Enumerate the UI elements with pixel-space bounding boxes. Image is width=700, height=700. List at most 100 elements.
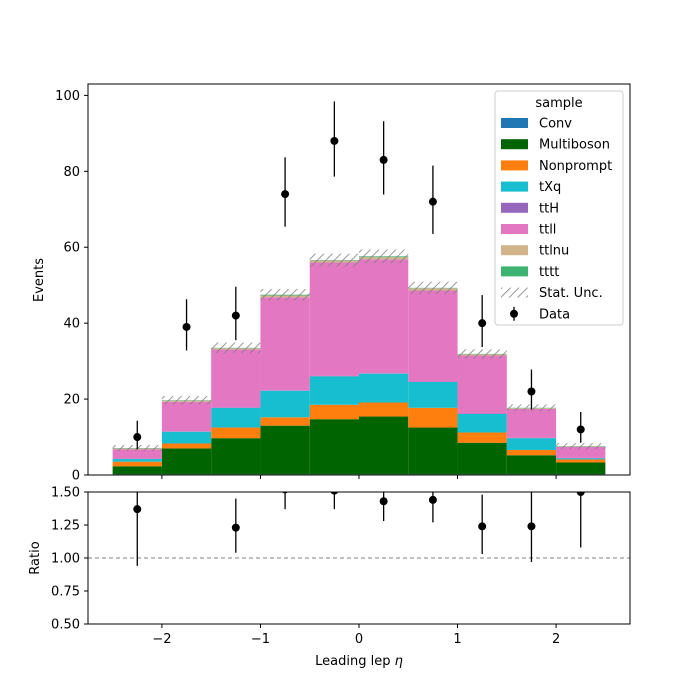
- ratio-xtick-label-0: −2: [152, 632, 171, 647]
- bar-txq-6: [408, 381, 458, 408]
- bar-ttll-8: [506, 408, 557, 438]
- ratio-points: [133, 492, 585, 566]
- bar-nonprompt-9: [556, 459, 606, 463]
- bar-multiboson-2: [211, 438, 261, 475]
- bar-multiboson-8: [506, 455, 557, 475]
- bar-ttll-7: [457, 355, 507, 414]
- main-ytick-label-1: 20: [63, 393, 80, 408]
- stat-unc-band-2: [211, 342, 261, 354]
- legend-label-tttt: tttt: [539, 265, 559, 280]
- bar-multiboson-0: [112, 466, 162, 475]
- ratio-xtick-label-1: −1: [251, 632, 270, 647]
- bar-txq-1: [161, 431, 212, 444]
- legend-label-stat-unc: Stat. Unc.: [539, 286, 603, 301]
- ratio-y-axis-label: Ratio: [28, 541, 43, 574]
- legend-swatch-tth: [501, 202, 528, 213]
- bar-multiboson-4: [309, 419, 359, 475]
- bar-txq-0: [112, 459, 162, 462]
- data-point-2: [231, 311, 240, 320]
- bar-nonprompt-5: [359, 402, 409, 417]
- legend-label-nonprompt: Nonprompt: [539, 159, 612, 174]
- bar-txq-8: [506, 438, 557, 450]
- data-point-4: [330, 136, 339, 145]
- legend-swatch-tttt: [501, 266, 528, 277]
- bar-ttll-4: [309, 262, 359, 376]
- legend-label-data: Data: [539, 307, 570, 322]
- bar-nonprompt-4: [309, 404, 359, 420]
- stat-unc-band-9: [556, 443, 606, 450]
- legend-swatch-nonprompt: [501, 160, 528, 171]
- ratio-ytick-label-0: 0.50: [51, 618, 80, 633]
- main-ytick-label-3: 60: [63, 241, 80, 256]
- ratio-point-0: [133, 505, 142, 514]
- ratio-xtick-label-3: 1: [453, 632, 461, 647]
- x-axis-label-symbol: η: [395, 654, 403, 669]
- bar-multiboson-5: [359, 416, 409, 475]
- ratio-plot-frame: [87, 491, 631, 625]
- legend-label-conv: Conv: [539, 117, 572, 132]
- bar-ttll-6: [408, 290, 458, 382]
- bar-ttll-9: [556, 446, 606, 458]
- x-axis-label: Leading lep η: [315, 654, 403, 669]
- bar-txq-2: [211, 407, 261, 428]
- ratio-xtick-label-2: 0: [355, 632, 363, 647]
- ratio-point-4: [330, 492, 339, 495]
- ratio-ytick-label-3: 1.25: [51, 519, 80, 534]
- bar-multiboson-1: [161, 448, 212, 475]
- bar-txq-7: [457, 413, 507, 433]
- main-ytick-label-5: 100: [55, 89, 80, 104]
- bar-ttll-0: [112, 449, 162, 459]
- x-axis-label-text: Leading lep: [315, 654, 394, 669]
- data-point-5: [379, 155, 388, 164]
- stat-unc-band-6: [408, 281, 458, 294]
- legend-label-txq: tXq: [539, 180, 561, 195]
- legend-label-tth: ttH: [539, 201, 559, 216]
- bar-multiboson-7: [457, 442, 507, 475]
- bar-multiboson-9: [556, 462, 606, 475]
- bar-nonprompt-8: [506, 449, 557, 456]
- bar-ttll-2: [211, 349, 261, 408]
- stat-unc-band-3: [260, 288, 310, 301]
- stat-unc-band-1: [161, 396, 212, 405]
- ratio-axes: 0.50 0.75 1.00 1.25 1.50 −2 −1 0 1 2: [51, 486, 560, 648]
- legend-swatch-multiboson: [501, 139, 528, 150]
- legend-swatch-stat-unc: [501, 287, 528, 298]
- data-point-7: [478, 319, 487, 328]
- ratio-ytick-label-4: 1.50: [51, 486, 80, 501]
- bar-ttll-5: [359, 259, 409, 374]
- bar-nonprompt-0: [112, 461, 162, 467]
- main-y-axis-label: Events: [32, 258, 47, 302]
- ratio-point-5: [379, 497, 388, 506]
- bar-nonprompt-2: [211, 427, 261, 439]
- legend-label-multiboson: Multiboson: [539, 138, 610, 153]
- legend: sample Conv Multiboson Nonprompt tXq ttH ttll t…: [494, 90, 624, 326]
- ratio-point-7: [478, 522, 487, 531]
- legend-swatch-ttll: [501, 224, 528, 234]
- legend-title: sample: [535, 96, 582, 111]
- stacked-histogram: [112, 256, 606, 475]
- bar-nonprompt-3: [260, 417, 310, 426]
- bar-ttll-1: [161, 401, 212, 432]
- stat-unc-band-7: [457, 349, 507, 359]
- ratio-xtick-label-4: 2: [552, 632, 560, 647]
- main-ytick-label-0: 0: [72, 469, 80, 484]
- ratio-ytick-label-2: 1.00: [51, 552, 80, 567]
- ratio-point-2: [231, 523, 240, 532]
- data-point-9: [576, 425, 585, 434]
- data-points: [133, 101, 585, 450]
- main-ytick-label-2: 40: [63, 317, 80, 332]
- bar-txq-5: [359, 373, 409, 403]
- data-point-1: [182, 322, 191, 331]
- data-point-6: [428, 197, 437, 206]
- ratio-ytick-label-1: 0.75: [51, 585, 80, 600]
- stat-unc-band-4: [309, 253, 359, 267]
- legend-swatch-data: [510, 309, 518, 318]
- ratio-point-9: [576, 492, 585, 496]
- legend-swatch-conv: [501, 118, 528, 128]
- main-axes: 0 20 40 60 80 100: [55, 89, 557, 484]
- bar-multiboson-6: [408, 427, 458, 475]
- legend-label-ttlnu: ttlnu: [539, 244, 569, 259]
- data-point-3: [281, 190, 290, 199]
- legend-swatch-txq: [501, 181, 528, 192]
